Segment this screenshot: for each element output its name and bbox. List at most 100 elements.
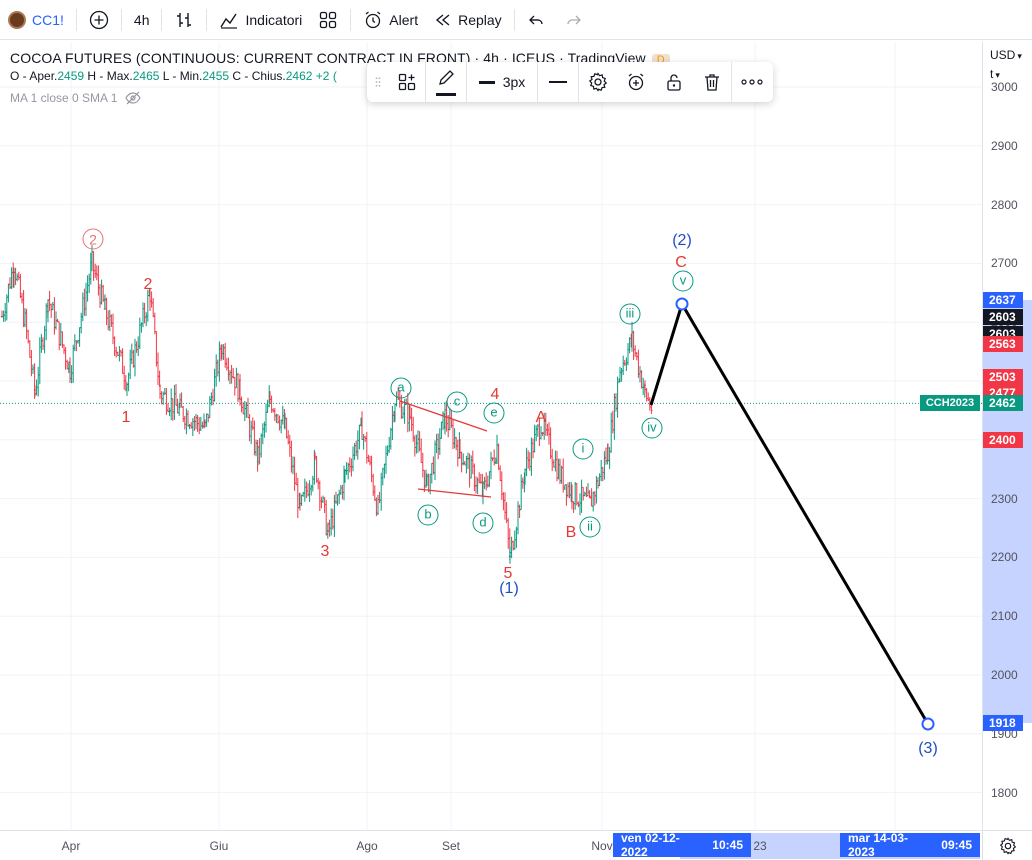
drawing-toolbar: 3px: [367, 62, 773, 102]
open-value: 2459: [57, 69, 85, 83]
lock-button[interactable]: [655, 62, 693, 102]
ohlc-bar: [98, 283, 102, 308]
ohlc-bar: [133, 338, 137, 377]
ohlc-bar: [620, 367, 623, 382]
ohlc-bar: [551, 448, 554, 472]
ohlc-bar: [470, 455, 473, 479]
price-axis[interactable]: USD▾ t▾ 30002900280027002600250024002300…: [982, 42, 1032, 830]
ohlc-bar: [634, 345, 637, 357]
price-tick: 2200: [991, 550, 1018, 565]
ohlc-bar: [176, 398, 179, 414]
chart-type-button[interactable]: [166, 0, 202, 40]
ohlc-bar: [143, 302, 146, 324]
chevron-down-icon: ▾: [1017, 51, 1022, 61]
ohlc-bar: [483, 476, 486, 489]
price-label: 2503: [983, 368, 1023, 385]
wave-label-paren-3: (3): [918, 740, 938, 757]
divider: [120, 8, 122, 31]
interval-button[interactable]: 4h: [126, 0, 158, 40]
line-color-button[interactable]: [426, 62, 466, 102]
drag-dots-icon: [375, 77, 381, 87]
line-style-button[interactable]: [538, 62, 578, 102]
time-tick-apr: Apr: [61, 839, 81, 853]
compare-button[interactable]: [81, 0, 117, 40]
ohlc-bar: [370, 455, 373, 483]
ohlc-bar: [473, 463, 476, 492]
time-axis[interactable]: Apr Giu Ago Set Nov ven 02-12-2022 10:45…: [0, 830, 982, 860]
price-range-highlight: [983, 300, 1032, 724]
symbol-search[interactable]: CC1!: [0, 0, 72, 40]
price-tick: 2100: [991, 609, 1018, 624]
ohlc-bar: [191, 418, 194, 437]
indicators-button[interactable]: Indicatori: [211, 0, 310, 40]
wave-label-d: d: [472, 512, 494, 534]
drag-handle[interactable]: [367, 62, 389, 102]
line-width-label: 3px: [502, 74, 526, 90]
layouts-button[interactable]: [310, 0, 346, 40]
ohlc-bar: [413, 435, 416, 457]
ohlc-bar: [50, 303, 53, 319]
ohlc-bar: [549, 427, 552, 459]
wave-label-iv: iv: [641, 417, 663, 439]
template-button[interactable]: [389, 62, 425, 102]
chart-settings-button[interactable]: [982, 830, 1032, 860]
chart-pane[interactable]: COCOA FUTURES (CONTINUOUS: CURRENT CONTR…: [0, 42, 982, 830]
ohlc-bar: [58, 321, 61, 351]
ohlc-bar: [618, 366, 622, 383]
close-value: 2462: [285, 69, 313, 83]
wave-label-c: c: [446, 391, 468, 413]
ohlc-bar: [158, 370, 161, 387]
gear-icon: [588, 72, 608, 92]
high-value: 2465: [132, 69, 160, 83]
replay-button[interactable]: Replay: [426, 0, 510, 40]
ohlc-bar: [527, 450, 530, 469]
ohlc-bar: [520, 474, 523, 511]
wave-label-5: 5: [503, 565, 513, 582]
alert-button[interactable]: Alert: [355, 0, 426, 40]
cocoa-logo-icon: [8, 10, 26, 29]
price-label: 2462: [983, 395, 1023, 412]
ohlc-bar: [317, 477, 320, 490]
more-button[interactable]: [732, 62, 772, 102]
delete-button[interactable]: [693, 62, 731, 102]
ohlc-bar: [598, 473, 601, 487]
ohlc-bar: [288, 434, 291, 457]
ohlc-bar: [213, 368, 216, 402]
undo-icon: [528, 15, 543, 24]
lock-open-icon: [667, 74, 681, 91]
ohlc-bar: [577, 501, 580, 508]
divider: [578, 62, 579, 102]
ohlc-bar: [171, 398, 174, 421]
template-grid-icon: [398, 73, 416, 91]
ohlc-bar: [315, 455, 318, 483]
settings-button[interactable]: [579, 62, 617, 102]
wave-label-paren-1: (1): [499, 580, 519, 597]
ohlc-bar: [129, 349, 132, 380]
ohlc-bar: [338, 489, 341, 504]
ohlc-bar: [515, 526, 518, 548]
add-alert-button[interactable]: [617, 62, 655, 102]
ohlc-bar: [310, 484, 313, 496]
ohlc-bar: [401, 406, 405, 419]
ma-indicator-legend[interactable]: MA 1 close 0 SMA 1: [10, 91, 670, 105]
undo-button[interactable]: [519, 0, 555, 40]
ohlc-bar: [263, 421, 266, 438]
ohlc-bar: [205, 413, 208, 427]
ohlc-bar: [22, 289, 25, 328]
price-tick: 1800: [991, 785, 1018, 800]
ohlc-bar: [455, 436, 458, 451]
ohlc-bar: [64, 347, 67, 370]
line-width-button[interactable]: 3px: [467, 62, 537, 102]
ohlc-bar: [355, 440, 358, 457]
price-tick: 2700: [991, 256, 1018, 271]
unit-label: t: [990, 67, 994, 81]
ohlc-bar: [433, 440, 437, 481]
time-tick-ago: Ago: [356, 839, 378, 853]
ohlc-bar: [185, 408, 188, 435]
ohlc-bar: [500, 471, 503, 500]
ohlc-bar: [560, 465, 563, 484]
currency-selector[interactable]: USD ▾: [990, 48, 1022, 62]
unit-selector[interactable]: t ▾: [990, 67, 1000, 81]
price-chart[interactable]: [0, 42, 982, 830]
redo-button[interactable]: [555, 0, 591, 40]
